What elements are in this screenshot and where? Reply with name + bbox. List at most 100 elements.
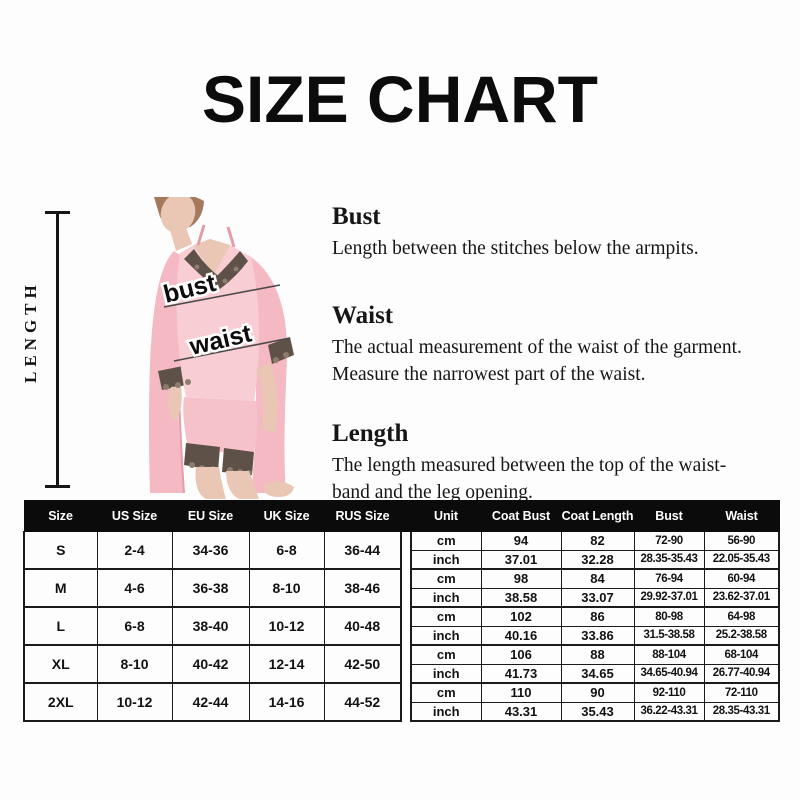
column-header: US Size: [96, 500, 173, 532]
value-cell: 106: [480, 644, 562, 665]
size-cell: 38-40: [171, 606, 250, 646]
size-cell: 36-44: [323, 531, 402, 570]
table-row: inch 40.16 33.86 31.5-38.58 25.2-38.58: [24, 625, 780, 646]
size-cell: XL: [23, 644, 98, 684]
value-cell: 28.35-43.31: [703, 701, 780, 722]
size-cell: 6-8: [248, 531, 325, 570]
value-cell: 33.86: [560, 625, 635, 646]
size-cell: 14-16: [248, 682, 325, 722]
page-title: SIZE CHART: [202, 62, 598, 136]
value-cell: 34.65-40.94: [633, 663, 705, 684]
neck: [168, 217, 192, 251]
value-cell: 23.62-37.01: [703, 587, 780, 608]
header-gap: [400, 500, 412, 532]
value-cell: 82: [560, 531, 635, 551]
value-cell: 94: [480, 531, 562, 551]
bust-measure-line: [163, 284, 281, 308]
table-row: L 6-8 38-40 10-12 40-48 cm 102 86 80-98 64-98: [23, 606, 780, 646]
value-cell: 72-110: [703, 682, 780, 703]
size-cell: 44-52: [323, 682, 402, 722]
bust-definition: Bust Length between the stitches below t…: [332, 203, 790, 262]
size-table-section: Size US Size EU Size UK Size RUS Size Unit Coa…: [23, 500, 780, 722]
table-row: inch 43.31 35.43 36.22-43.31 28.35-43.31: [24, 701, 780, 722]
value-cell: 80-98: [633, 606, 705, 627]
value-cell: 33.07: [560, 587, 635, 608]
unit-cell: inch: [410, 587, 482, 608]
length-heading: Length: [332, 420, 409, 447]
column-header: Coat Bust: [480, 500, 562, 532]
size-cell: S: [23, 531, 98, 570]
column-header: Bust: [633, 500, 705, 532]
unit-cell: inch: [410, 701, 482, 722]
size-cell: 42-50: [323, 644, 402, 684]
size-cell: 6-8: [96, 606, 173, 646]
chest: [194, 239, 230, 277]
length-description: The length measured between the top of t…: [332, 454, 727, 504]
table-row: inch 37.01 32.28 28.35-35.43 22.05-35.43: [24, 549, 780, 570]
length-dimension-line: [45, 211, 70, 488]
strap-lines: [196, 224, 236, 248]
value-cell: 60-94: [703, 568, 780, 589]
table-row: S 2-4 34-36 6-8 36-44 cm 94 82 72-90 56-90: [23, 531, 780, 721]
unit-cell: cm: [410, 644, 482, 665]
size-cell: 4-6: [96, 568, 173, 608]
unit-cell: cm: [410, 606, 482, 627]
column-header: Waist: [703, 500, 780, 532]
unit-cell: cm: [410, 682, 482, 703]
size-cell: L: [23, 606, 98, 646]
value-cell: 41.73: [480, 663, 562, 684]
size-cell: 42-44: [171, 682, 250, 722]
value-cell: 34.65: [560, 663, 635, 684]
size-cell: 10-12: [96, 682, 173, 722]
column-header: Coat Length: [560, 500, 635, 532]
size-cell: 40-48: [323, 606, 402, 646]
column-header: RUS Size: [323, 500, 402, 532]
column-header: Size: [23, 500, 98, 532]
forearm: [256, 363, 278, 433]
value-cell: 88: [560, 644, 635, 665]
foot: [264, 481, 294, 497]
table-gap: [401, 531, 411, 721]
table-row: 2XL 10-12 42-44 14-16 44-52 cm 110 90 92-110 72-1…: [23, 682, 780, 722]
value-cell: 43.31: [480, 701, 562, 722]
size-cell: 34-36: [171, 531, 250, 570]
value-cell: 22.05-35.43: [703, 549, 780, 570]
table-header-row: Size US Size EU Size UK Size RUS Size Unit Coa…: [23, 500, 780, 532]
unit-cell: cm: [410, 531, 482, 551]
value-cell: 76-94: [633, 568, 705, 589]
hand: [168, 386, 182, 421]
value-cell: 98: [480, 568, 562, 589]
shorts: [183, 397, 258, 455]
size-cell: 2-4: [96, 531, 173, 570]
dimension-cap-top: [45, 211, 70, 214]
value-cell: 28.35-35.43: [633, 549, 705, 570]
value-cell: 29.92-37.01: [633, 587, 705, 608]
neckline-lace-left: [184, 249, 222, 289]
size-cell: 36-38: [171, 568, 250, 608]
value-cell: 68-104: [703, 644, 780, 665]
size-cell: 40-42: [171, 644, 250, 684]
column-header: EU Size: [171, 500, 250, 532]
value-cell: 32.28: [560, 549, 635, 570]
value-cell: 56-90: [703, 531, 780, 551]
pajama-model-image: bust waist: [149, 197, 294, 499]
waist-heading: Waist: [332, 302, 394, 329]
column-header: UK Size: [248, 500, 325, 532]
value-cell: 72-90: [633, 531, 705, 551]
length-definition: Length The length measured between the t…: [332, 420, 790, 506]
leg-right: [226, 471, 259, 499]
value-cell: 86: [560, 606, 635, 627]
size-cell: M: [23, 568, 98, 608]
size-cell: 38-46: [323, 568, 402, 608]
unit-cell: inch: [410, 625, 482, 646]
value-cell: 40.16: [480, 625, 562, 646]
leg-left: [195, 467, 226, 499]
value-cell: 84: [560, 568, 635, 589]
value-cell: 37.01: [480, 549, 562, 570]
value-cell: 110: [480, 682, 562, 703]
length-label: LENGTH: [21, 280, 40, 384]
table-row: M 4-6 36-38 8-10 38-46 cm 98 84 76-94 60-94: [23, 568, 780, 608]
table-row: XL 8-10 40-42 12-14 42-50 cm 106 88 88-104 68-104: [23, 644, 780, 684]
bust-heading: Bust: [332, 203, 381, 230]
